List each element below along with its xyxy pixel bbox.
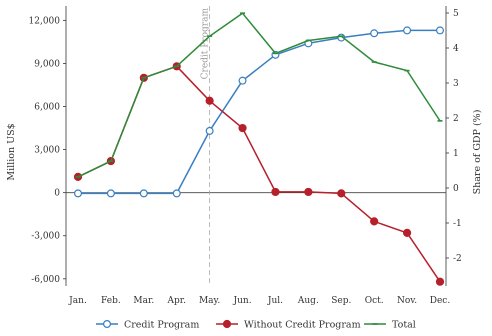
- x-tick-label: Jan.: [68, 296, 87, 306]
- y2-tick-label: 0: [453, 184, 459, 194]
- axes: 12,000 9,000 6,000 3,000 0 -3,000 -6,000 5 4 3 2 1 0…: [29, 6, 462, 306]
- data-point: [73, 189, 82, 198]
- series-1: [73, 62, 445, 286]
- y2-tick-label: -1: [453, 219, 462, 229]
- y2-tick-label: 5: [453, 9, 459, 19]
- x-tick-label: May.: [199, 296, 220, 306]
- x-tick-label: Sep.: [331, 296, 351, 306]
- x-tick-label: Jun.: [233, 296, 252, 306]
- series-2: [75, 12, 443, 178]
- data-point: [370, 217, 379, 226]
- y-axis-label: Million US$: [6, 123, 17, 180]
- y2-tick-label: 2: [453, 114, 459, 124]
- data-point: [337, 189, 346, 198]
- x-tick-label: Nov.: [397, 296, 417, 306]
- series-line: [78, 29, 440, 195]
- legend-swatch-marker: [222, 319, 232, 329]
- y2-tick-label: 3: [453, 79, 459, 89]
- x-tick-label: Apr.: [167, 296, 187, 306]
- y-tick-label: 9,000: [34, 59, 60, 69]
- y-tick-label: -6,000: [31, 275, 60, 285]
- annotation-label: Credit Program: [201, 8, 211, 80]
- series-line: [77, 65, 441, 283]
- data-point: [238, 76, 247, 85]
- data-point: [402, 228, 412, 237]
- legend-label: Total: [392, 320, 416, 331]
- y2-tick-label: 1: [453, 149, 459, 159]
- data-point: [139, 189, 148, 198]
- data-point: [172, 189, 181, 198]
- data-point: [238, 123, 247, 133]
- data-point: [435, 277, 445, 286]
- legend-item: Total: [364, 320, 416, 331]
- data-point: [205, 126, 214, 135]
- x-tick-label: Feb.: [101, 296, 121, 306]
- data-point: [106, 189, 115, 198]
- data-point: [436, 26, 445, 35]
- legend: Credit Program Without Credit Program Tota…: [96, 320, 416, 331]
- y2-tick-label: 4: [453, 44, 459, 54]
- legend-label: Without Credit Program: [244, 320, 361, 331]
- x-tick-label: Dec.: [430, 296, 451, 306]
- data-point: [205, 96, 214, 105]
- x-tick-label: Aug.: [297, 296, 319, 306]
- x-tick-label: Mar.: [133, 296, 154, 306]
- y-tick-label: 3,000: [34, 146, 60, 156]
- y-tick-label: 6,000: [34, 103, 60, 113]
- data-point: [403, 26, 412, 35]
- legend-label: Credit Program: [124, 320, 199, 331]
- series-layer: [73, 12, 445, 286]
- series-line: [77, 12, 441, 178]
- x-tick-label: Oct.: [365, 296, 384, 306]
- data-point: [271, 187, 280, 197]
- legend-item: Credit Program: [96, 320, 199, 331]
- y2-axis-label: Share of GDP (%): [472, 110, 483, 195]
- x-tick-label: Jul.: [267, 296, 283, 306]
- legend-swatch-marker: [102, 320, 111, 329]
- data-point: [304, 187, 313, 197]
- data-point: [370, 29, 379, 38]
- y-tick-label: -3,000: [31, 232, 60, 242]
- y2-tick-label: -2: [453, 254, 462, 264]
- y-tick-label: 12,000: [29, 16, 61, 26]
- legend-item: Without Credit Program: [216, 320, 361, 331]
- y-tick-label: 0: [54, 189, 60, 199]
